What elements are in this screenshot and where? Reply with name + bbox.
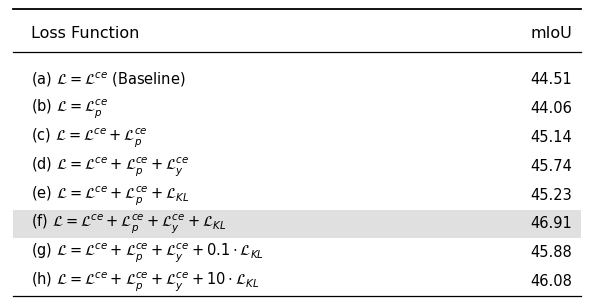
Text: 46.91: 46.91 — [530, 217, 572, 231]
Text: 46.08: 46.08 — [530, 274, 572, 289]
Text: (f) $\mathcal{L} = \mathcal{L}^{ce} + \mathcal{L}_p^{ce} + \mathcal{L}_y^{ce} + : (f) $\mathcal{L} = \mathcal{L}^{ce} + \m… — [31, 213, 226, 235]
Text: (b) $\mathcal{L} = \mathcal{L}_p^{ce}$: (b) $\mathcal{L} = \mathcal{L}_p^{ce}$ — [31, 97, 108, 120]
Text: (a) $\mathcal{L} = \mathcal{L}^{ce}$ (Baseline): (a) $\mathcal{L} = \mathcal{L}^{ce}$ (Ba… — [31, 71, 185, 89]
Text: Loss Function: Loss Function — [31, 26, 140, 41]
Text: 45.14: 45.14 — [530, 130, 572, 145]
Text: mIoU: mIoU — [530, 26, 572, 41]
Text: 45.74: 45.74 — [530, 159, 572, 174]
Text: (g) $\mathcal{L} = \mathcal{L}^{ce} + \mathcal{L}_p^{ce} + \mathcal{L}_y^{ce} + : (g) $\mathcal{L} = \mathcal{L}^{ce} + \m… — [31, 241, 264, 264]
Text: (c) $\mathcal{L} = \mathcal{L}^{ce} + \mathcal{L}_p^{ce}$: (c) $\mathcal{L} = \mathcal{L}^{ce} + \m… — [31, 126, 147, 149]
Text: 45.88: 45.88 — [530, 245, 572, 260]
Text: (e) $\mathcal{L} = \mathcal{L}^{ce} + \mathcal{L}_p^{ce} + \mathcal{L}_{KL}$: (e) $\mathcal{L} = \mathcal{L}^{ce} + \m… — [31, 184, 189, 207]
Text: 44.51: 44.51 — [530, 72, 572, 87]
Text: (d) $\mathcal{L} = \mathcal{L}^{ce} + \mathcal{L}_p^{ce} + \mathcal{L}_y^{ce}$: (d) $\mathcal{L} = \mathcal{L}^{ce} + \m… — [31, 155, 189, 178]
Text: 44.06: 44.06 — [530, 101, 572, 116]
Text: (h) $\mathcal{L} = \mathcal{L}^{ce} + \mathcal{L}_p^{ce} + \mathcal{L}_y^{ce} + : (h) $\mathcal{L} = \mathcal{L}^{ce} + \m… — [31, 270, 260, 293]
Text: 45.23: 45.23 — [530, 188, 572, 203]
FancyBboxPatch shape — [13, 209, 581, 238]
